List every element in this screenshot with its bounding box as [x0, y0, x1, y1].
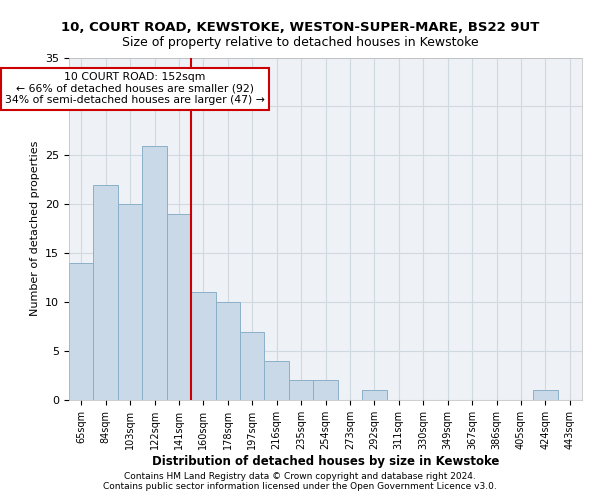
Text: 10, COURT ROAD, KEWSTOKE, WESTON-SUPER-MARE, BS22 9UT: 10, COURT ROAD, KEWSTOKE, WESTON-SUPER-M…: [61, 21, 539, 34]
Bar: [265, 361, 289, 400]
Bar: [142, 146, 167, 400]
Bar: [362, 390, 386, 400]
Bar: [69, 263, 94, 400]
Bar: [289, 380, 313, 400]
Bar: [533, 390, 557, 400]
Text: Contains HM Land Registry data © Crown copyright and database right 2024.: Contains HM Land Registry data © Crown c…: [124, 472, 476, 481]
Y-axis label: Number of detached properties: Number of detached properties: [29, 141, 40, 316]
Bar: [240, 332, 265, 400]
Text: Contains public sector information licensed under the Open Government Licence v3: Contains public sector information licen…: [103, 482, 497, 491]
Bar: [215, 302, 240, 400]
Bar: [191, 292, 215, 400]
Bar: [313, 380, 338, 400]
Bar: [167, 214, 191, 400]
X-axis label: Distribution of detached houses by size in Kewstoke: Distribution of detached houses by size …: [152, 454, 499, 468]
Bar: [94, 184, 118, 400]
Text: Size of property relative to detached houses in Kewstoke: Size of property relative to detached ho…: [122, 36, 478, 49]
Bar: [118, 204, 142, 400]
Text: 10 COURT ROAD: 152sqm
← 66% of detached houses are smaller (92)
34% of semi-deta: 10 COURT ROAD: 152sqm ← 66% of detached …: [5, 72, 265, 106]
